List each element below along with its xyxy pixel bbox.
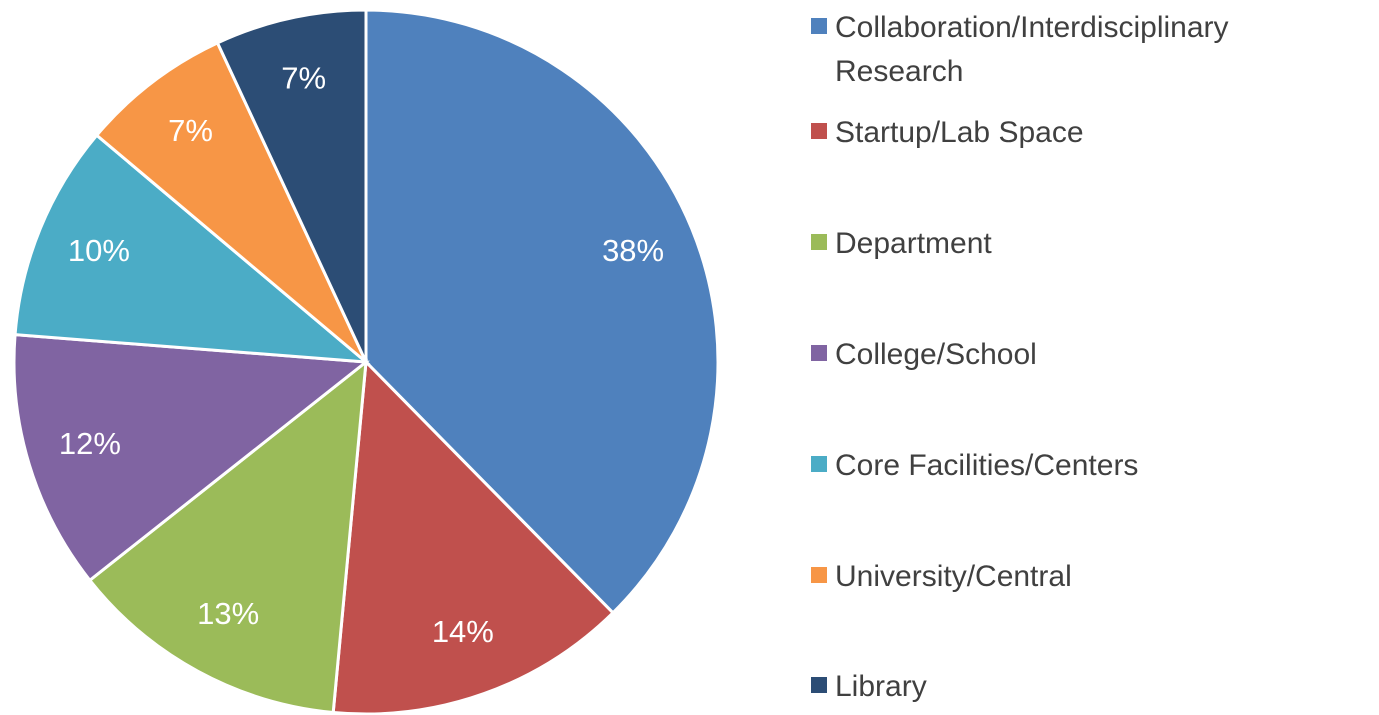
pie-slice (13, 133, 371, 364)
legend-swatch (811, 677, 827, 693)
pie-slice (94, 40, 368, 364)
pie-slice (215, 8, 368, 363)
legend-swatch (811, 18, 827, 34)
legend-label: University/Central (835, 560, 1072, 593)
legend-item: Core Facilities/Centers (811, 444, 1371, 488)
pie-chart: 38% 14% 13% 12% 10% 7% 7% (12, 8, 720, 715)
slice-label: 13% (197, 596, 259, 631)
pie-slice (364, 8, 720, 615)
legend-swatch (811, 345, 827, 361)
legend-item: College/School (811, 333, 1371, 377)
slice-label: 7% (168, 113, 213, 148)
legend-item: Collaboration/Interdisciplinary Research (811, 6, 1371, 94)
slice-label: 14% (432, 614, 494, 649)
legend-label: Collaboration/Interdisciplinary Research (835, 11, 1229, 88)
pie-slice (12, 333, 370, 583)
legend-label: College/School (835, 338, 1037, 371)
legend-label: Startup/Lab Space (835, 116, 1084, 149)
pie-slice (331, 358, 616, 715)
legend-label: Library (835, 670, 927, 703)
legend-label: Department (835, 227, 992, 260)
slice-label: 12% (59, 426, 121, 461)
legend-label: Core Facilities/Centers (835, 449, 1139, 482)
legend-item: Library (811, 665, 1371, 709)
slice-label: 10% (68, 233, 130, 268)
legend-item: Startup/Lab Space (811, 111, 1371, 155)
legend-swatch (811, 123, 827, 139)
legend-swatch (811, 234, 827, 250)
legend-item: University/Central (811, 555, 1371, 599)
slice-label: 38% (602, 233, 664, 268)
pie-slice (87, 358, 368, 715)
legend-swatch (811, 456, 827, 472)
legend-item: Department (811, 222, 1371, 266)
slice-label: 7% (281, 60, 326, 95)
legend-swatch (811, 567, 827, 583)
